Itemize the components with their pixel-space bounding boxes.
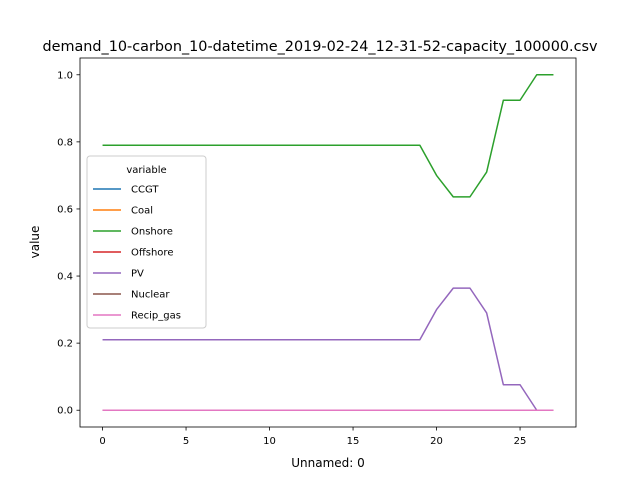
legend: variable CCGT Coal Onshore Offshore PV Nuclear… [86,155,207,329]
legend-entry: Nuclear [131,290,170,301]
legend-entry: Offshore [131,248,173,259]
y-axis: 0.0 0.2 0.4 0.6 0.8 1.0 [57,70,80,417]
y-tick-label: 0.4 [57,272,73,283]
x-tick-label: 20 [430,436,443,447]
y-tick-label: 0.6 [57,204,73,215]
x-tick-label: 25 [514,436,527,447]
legend-title: variable [126,165,166,176]
legend-entry: PV [131,269,144,280]
series-line-onshore [102,74,554,198]
x-tick-label: 15 [347,436,360,447]
y-axis-label: value [28,226,42,259]
legend-entry: Recip_gas [131,311,181,322]
x-axis: 0 5 10 15 20 25 [99,427,526,447]
y-tick-label: 0.0 [57,406,73,417]
legend-box [86,155,207,329]
y-tick-label: 1.0 [57,70,73,81]
y-tick-label: 0.2 [57,339,73,350]
legend-entry: Coal [131,206,153,217]
plot-frame [79,57,577,428]
legend-entry: CCGT [131,185,159,196]
x-tick-label: 0 [99,436,105,447]
x-tick-label: 10 [263,436,276,447]
x-tick-label: 5 [183,436,189,447]
plot-area [79,57,577,428]
legend-entry: Onshore [131,227,173,238]
y-tick-label: 0.8 [57,137,73,148]
x-axis-label: Unnamed: 0 [291,456,365,470]
chart-title: demand_10-carbon_10-datetime_2019-02-24_… [42,39,598,55]
series-line-pv [102,287,554,411]
